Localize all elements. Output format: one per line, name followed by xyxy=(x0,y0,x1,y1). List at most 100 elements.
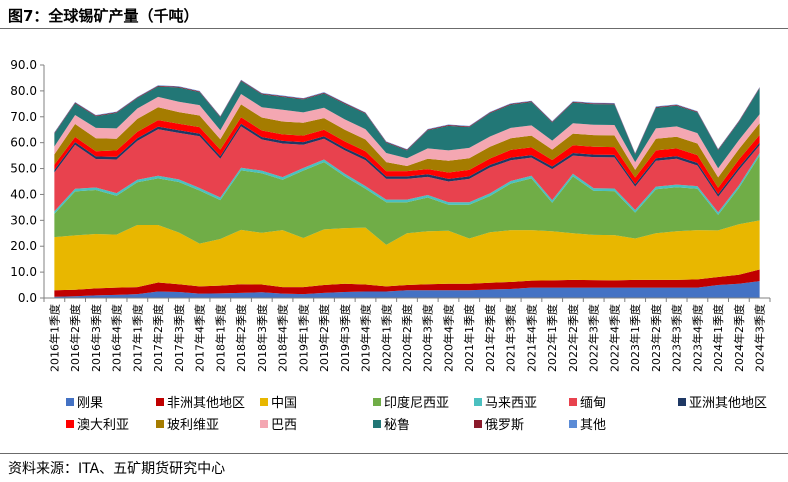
legend-swatch xyxy=(474,398,482,406)
x-tick-label: 2018年4季度 xyxy=(276,304,290,372)
legend-row: 刚果 非洲其他地区 中国 印度尼西亚 马来西亚 缅甸 亚洲其他地区 xyxy=(66,392,767,414)
legend-label: 俄罗斯 xyxy=(485,418,525,433)
legend-item: 印度尼西亚 xyxy=(373,392,449,411)
legend-item: 亚洲其他地区 xyxy=(678,392,767,411)
top-rule xyxy=(0,28,788,29)
legend-item: 俄罗斯 xyxy=(474,414,524,433)
legend-item: 其他 xyxy=(569,414,606,433)
legend-swatch xyxy=(156,420,164,428)
legend-item: 秘鲁 xyxy=(373,414,410,433)
legend-item: 刚果 xyxy=(66,392,103,411)
chart-legend: 刚果 非洲其他地区 中国 印度尼西亚 马来西亚 缅甸 亚洲其他地区澳大利亚 玻利维亚 巴西 秘鲁 俄… xyxy=(66,392,767,436)
legend-swatch xyxy=(373,398,381,406)
y-tick-label: 80.0 xyxy=(10,84,37,98)
legend-label: 缅甸 xyxy=(580,396,607,411)
area-series-8 xyxy=(54,117,760,195)
legend-label: 中国 xyxy=(271,396,298,411)
legend-swatch xyxy=(569,420,577,428)
x-tick-label: 2017年1季度 xyxy=(130,304,144,372)
x-tick-label: 2019年3季度 xyxy=(338,304,352,372)
x-tick-label: 2019年1季度 xyxy=(296,304,310,372)
legend-item: 非洲其他地区 xyxy=(156,392,245,411)
area-series-2 xyxy=(54,269,760,297)
bottom-rule xyxy=(0,453,788,454)
legend-item: 澳大利亚 xyxy=(66,414,129,433)
x-tick-label: 2020年4季度 xyxy=(441,304,455,372)
area-series-9 xyxy=(54,104,760,188)
legend-label: 玻利维亚 xyxy=(167,418,220,433)
legend-label: 非洲其他地区 xyxy=(167,396,246,411)
x-tick-label: 2020年2季度 xyxy=(400,304,414,372)
area-series-11 xyxy=(54,81,760,169)
legend-swatch xyxy=(260,420,268,428)
y-tick-label: 30.0 xyxy=(10,213,37,227)
legend-swatch xyxy=(156,398,164,406)
legend-item: 巴西 xyxy=(260,414,297,433)
x-tick-label: 2017年3季度 xyxy=(172,304,186,372)
legend-row: 澳大利亚 玻利维亚 巴西 秘鲁 俄罗斯 其他 xyxy=(66,414,766,436)
area-series-3 xyxy=(54,220,760,291)
area-series-12 xyxy=(54,80,760,155)
x-tick-label: 2022年1季度 xyxy=(545,304,559,372)
x-tick-label: 2022年4季度 xyxy=(607,304,621,372)
legend-label: 印度尼西亚 xyxy=(384,396,450,411)
area-series-13 xyxy=(54,79,760,154)
x-tick-label: 2023年4季度 xyxy=(690,304,704,372)
area-series-1 xyxy=(54,281,760,298)
y-tick-label: 60.0 xyxy=(10,136,37,150)
stacked-area-chart: 0.0 10.0 20.0 30.0 40.0 50.0 60.0 70.0 80.0 90.0 2… xyxy=(10,58,771,372)
y-tick-label: 40.0 xyxy=(10,187,37,201)
y-tick-label: 70.0 xyxy=(10,110,37,124)
x-tick-label: 2023年1季度 xyxy=(628,304,642,372)
x-tick-label: 2021年1季度 xyxy=(462,304,476,372)
x-tick-label: 2019年2季度 xyxy=(317,304,331,372)
x-tick-label: 2017年4季度 xyxy=(193,304,207,372)
x-tick-label: 2017年2季度 xyxy=(151,304,165,372)
y-tick-label: 90.0 xyxy=(10,58,37,72)
legend-swatch xyxy=(569,398,577,406)
legend-label: 巴西 xyxy=(271,418,298,433)
area-series-10 xyxy=(54,93,760,178)
legend-swatch xyxy=(678,398,686,406)
x-tick-label: 2016年1季度 xyxy=(47,304,61,372)
legend-swatch xyxy=(373,420,381,428)
y-tick-label: 10.0 xyxy=(10,265,37,279)
x-tick-label: 2024年3季度 xyxy=(753,304,767,372)
x-tick-label: 2022年2季度 xyxy=(566,304,580,372)
x-tick-label: 2020年3季度 xyxy=(421,304,435,372)
area-series-7 xyxy=(54,123,760,197)
legend-label: 马来西亚 xyxy=(485,396,538,411)
x-tick-label: 2020年1季度 xyxy=(379,304,393,372)
y-tick-label: 20.0 xyxy=(10,239,37,253)
legend-label: 澳大利亚 xyxy=(77,418,130,433)
x-tick-label: 2024年1季度 xyxy=(711,304,725,372)
chart-title: 图7：全球锡矿产量（千吨） xyxy=(8,7,199,25)
legend-label: 其他 xyxy=(580,418,607,433)
legend-item: 缅甸 xyxy=(569,392,606,411)
area-series-6 xyxy=(54,126,760,213)
legend-label: 刚果 xyxy=(77,396,104,411)
legend-swatch xyxy=(260,398,268,406)
y-tick-label: 50.0 xyxy=(10,162,37,176)
legend-item: 中国 xyxy=(260,392,297,411)
x-tick-label: 2018年1季度 xyxy=(213,304,227,372)
legend-swatch xyxy=(66,420,74,428)
area-series-4 xyxy=(54,155,760,245)
legend-swatch xyxy=(474,420,482,428)
legend-label: 亚洲其他地区 xyxy=(689,396,768,411)
x-tick-label: 2021年3季度 xyxy=(504,304,518,372)
x-tick-label: 2016年2季度 xyxy=(68,304,82,372)
legend-item: 马来西亚 xyxy=(474,392,537,411)
x-tick-label: 2018年3季度 xyxy=(255,304,269,372)
legend-item: 玻利维亚 xyxy=(156,414,219,433)
x-tick-label: 2016年3季度 xyxy=(89,304,103,372)
x-tick-label: 2022年3季度 xyxy=(587,304,601,372)
legend-label: 秘鲁 xyxy=(384,418,411,433)
x-tick-label: 2023年3季度 xyxy=(670,304,684,372)
source-note: 资料来源：ITA、五矿期货研究中心 xyxy=(8,461,226,477)
x-tick-label: 2023年2季度 xyxy=(649,304,663,372)
x-tick-label: 2016年4季度 xyxy=(110,304,124,372)
x-tick-label: 2019年4季度 xyxy=(359,304,373,372)
y-tick-label: 0.0 xyxy=(18,291,37,305)
x-tick-label: 2021年4季度 xyxy=(524,304,538,372)
